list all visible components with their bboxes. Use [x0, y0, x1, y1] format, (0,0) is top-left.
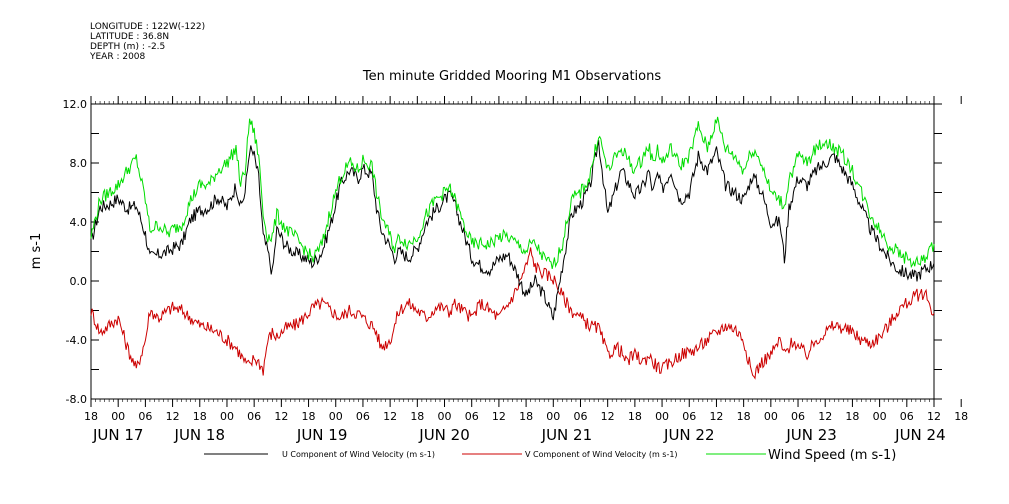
x-tick-label: 00: [764, 410, 778, 423]
date-labels: JUN 17 JUN 18 JUN 19 JUN 20 JUN 21 JUN 22 JUN …: [92, 426, 946, 444]
x-tick-label: 12: [166, 410, 180, 423]
x-tick-label: 12: [492, 410, 506, 423]
y-tick-label: 0.0: [70, 275, 88, 288]
x-tick-label: 18: [193, 410, 207, 423]
x-tick-label: 00: [655, 410, 669, 423]
depth-label: DEPTH (m) : -2.5: [90, 42, 166, 52]
date-label: JUN 21: [541, 426, 592, 444]
x-tick-label: 18: [628, 410, 642, 423]
y-tick-label: 8.0: [70, 157, 88, 170]
x-tick-label: 00: [438, 410, 452, 423]
date-label: JUN 18: [174, 426, 225, 444]
plot-frame: [90, 103, 935, 400]
x-tick-label: 06: [138, 410, 152, 423]
y-tick-label: -8.0: [66, 393, 87, 406]
y-tick-label: 4.0: [70, 216, 88, 229]
latitude-label: LATITUDE : 36.8N: [90, 32, 170, 42]
x-tick-label: 18: [954, 410, 968, 423]
x-tick-label: 00: [220, 410, 234, 423]
x-tick-label: 06: [465, 410, 479, 423]
x-tick-label: 06: [682, 410, 696, 423]
legend-speed-label: Wind Speed (m s-1): [768, 448, 896, 463]
y-tick-label: -4.0: [66, 334, 87, 347]
x-tick-label: 06: [900, 410, 914, 423]
v-component-line: [90, 247, 935, 380]
x-tick-label: 18: [519, 410, 533, 423]
x-tick-label: 06: [356, 410, 370, 423]
x-tick-label: 00: [546, 410, 560, 423]
x-tick-label: 00: [111, 410, 125, 423]
y-tick-label: 12.0: [63, 98, 88, 111]
x-tick-label: 00: [873, 410, 887, 423]
x-tick-label: 12: [601, 410, 615, 423]
date-label: JUN 19: [296, 426, 347, 444]
x-tick-label: 12: [818, 410, 832, 423]
x-tick-label: 12: [927, 410, 941, 423]
wind-speed-line: [90, 116, 935, 269]
legend: U Component of Wind Velocity (m s-1) V C…: [204, 448, 896, 463]
x-tick-label: 06: [791, 410, 805, 423]
legend-u-label: U Component of Wind Velocity (m s-1): [282, 450, 435, 459]
mooring-metadata: LONGITUDE : 122W(-122) LATITUDE : 36.8N …: [90, 22, 205, 62]
x-tick-label: 12: [383, 410, 397, 423]
x-tick-label: 12: [274, 410, 288, 423]
u-component-line: [90, 140, 935, 321]
date-label: JUN 23: [785, 426, 836, 444]
date-label: JUN 17: [92, 426, 143, 444]
x-tick-label: 18: [84, 410, 98, 423]
year-label: YEAR : 2008: [90, 52, 146, 62]
y-axis-ticks: 12.0 8.0 4.0 0.0 -4.0 -8.0: [63, 98, 942, 406]
x-tick-label: 18: [410, 410, 424, 423]
date-label: JUN 22: [663, 426, 714, 444]
longitude-label: LONGITUDE : 122W(-122): [90, 22, 206, 32]
x-tick-label: 00: [329, 410, 343, 423]
x-tick-label: 18: [845, 410, 859, 423]
series-lines: [90, 116, 935, 380]
date-label: JUN 20: [418, 426, 469, 444]
date-label: JUN 24: [894, 426, 945, 444]
x-tick-label: 18: [302, 410, 316, 423]
legend-v-label: V Component of Wind Velocity (m s-1): [525, 450, 678, 459]
x-axis-ticks: 18 00 06 12 18 00 06 12 18 00 06 12 18 00 06 12 18 00 06 12…: [84, 96, 968, 423]
x-tick-label: 06: [573, 410, 587, 423]
y-axis-label: m s-1: [29, 233, 44, 270]
x-tick-label: 18: [737, 410, 751, 423]
chart-title: Ten minute Gridded Mooring M1 Observatio…: [362, 69, 661, 84]
minor-ticks: [90, 101, 935, 402]
x-tick-label: 12: [709, 410, 723, 423]
x-tick-label: 06: [247, 410, 261, 423]
